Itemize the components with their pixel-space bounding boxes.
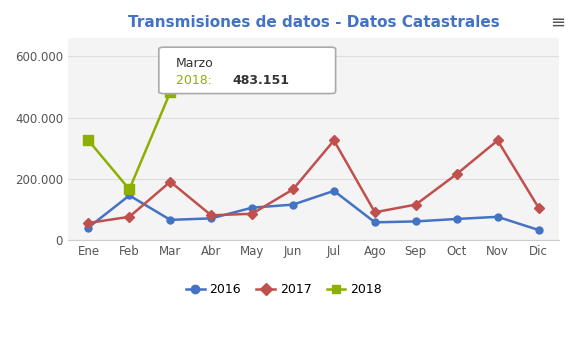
2017: [494, 138, 501, 143]
2016: [167, 218, 174, 222]
2017: [249, 212, 255, 216]
Legend: 2016, 2017, 2018: 2016, 2017, 2018: [181, 278, 387, 301]
Text: Marzo: Marzo: [176, 57, 214, 70]
2017: [208, 213, 215, 218]
2018: [167, 90, 174, 94]
FancyBboxPatch shape: [159, 47, 336, 94]
2016: [208, 216, 215, 220]
2016: [494, 215, 501, 219]
Title: Transmisiones de datos - Datos Catastrales: Transmisiones de datos - Datos Catastral…: [127, 15, 499, 30]
Line: 2017: 2017: [85, 137, 542, 226]
2018: [85, 138, 92, 143]
2016: [371, 220, 378, 225]
2016: [331, 189, 338, 193]
2018: [126, 187, 133, 191]
Text: 2018:: 2018:: [176, 74, 216, 87]
2017: [290, 187, 297, 191]
2017: [167, 180, 174, 184]
Text: ≡: ≡: [550, 14, 565, 32]
2016: [126, 193, 133, 197]
2016: [290, 202, 297, 207]
2016: [535, 228, 542, 232]
2017: [371, 210, 378, 214]
2017: [85, 221, 92, 225]
2016: [453, 217, 460, 221]
2016: [85, 225, 92, 230]
2017: [453, 172, 460, 176]
2016: [412, 219, 419, 224]
Text: 483.151: 483.151: [232, 74, 289, 87]
Line: 2018: 2018: [84, 87, 175, 194]
Line: 2016: 2016: [85, 187, 542, 233]
2017: [331, 138, 338, 143]
2017: [412, 202, 419, 207]
2017: [535, 206, 542, 210]
2017: [126, 215, 133, 219]
2016: [249, 206, 255, 210]
